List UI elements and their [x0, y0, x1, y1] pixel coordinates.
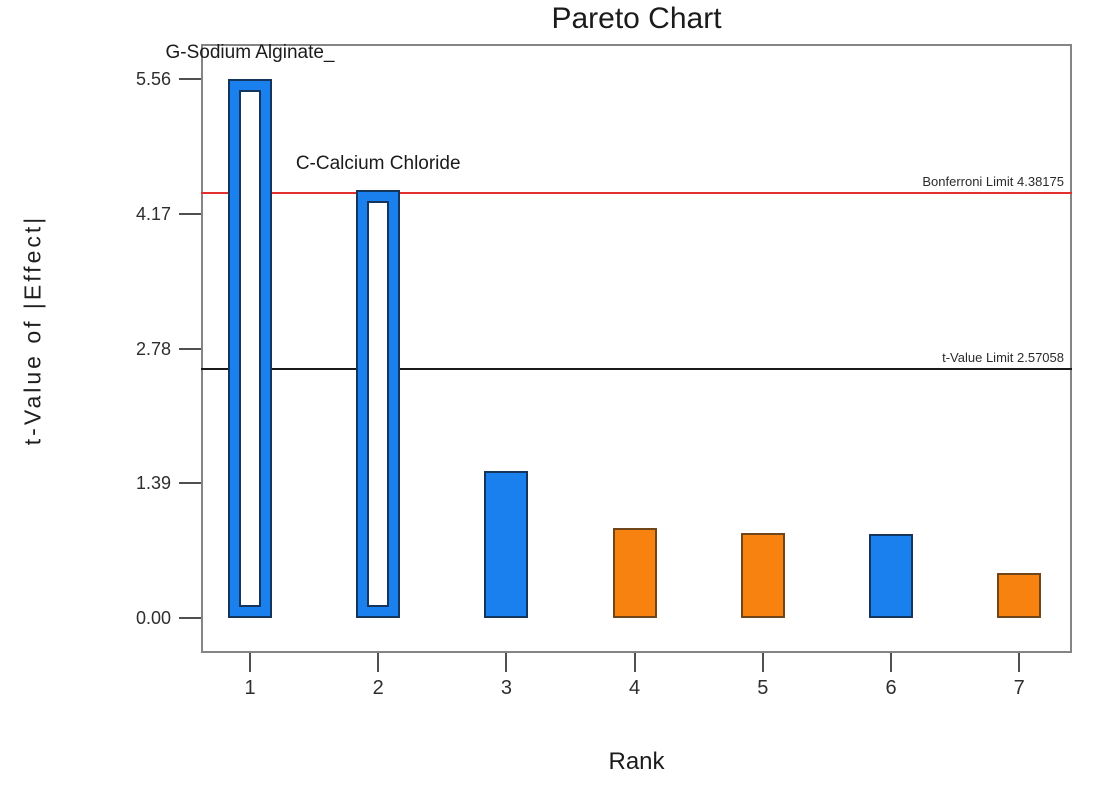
y-axis-tick: [179, 212, 201, 215]
y-axis-tick: [179, 78, 201, 80]
t-value-limit-line: [201, 367, 1072, 370]
x-axis-tick: [377, 653, 380, 672]
y-axis-tick-label: 5.56: [135, 69, 171, 89]
bar-label-g-sodium-alginate: G-Sodium Alginate_: [165, 42, 335, 63]
pareto-bar-rank-1: [228, 79, 272, 618]
x-axis-tick-label: 7: [1013, 677, 1025, 699]
bonferroni-limit-label: Bonferroni Limit 4.38175: [922, 174, 1064, 190]
x-axis-tick-label: 6: [885, 677, 897, 699]
x-axis-tick: [1018, 653, 1021, 672]
plot-frame: [201, 44, 1072, 653]
hollow-bar-interior: [367, 200, 390, 607]
x-axis-tick: [249, 653, 251, 672]
x-axis-tick: [505, 653, 508, 672]
bonferroni-limit-line: [201, 192, 1072, 195]
chart-title: Pareto Chart: [551, 2, 722, 35]
hollow-bar-interior: [239, 90, 261, 607]
x-axis-title: Rank: [608, 748, 665, 775]
y-axis-tick: [179, 617, 201, 619]
t-value-limit-label: t-Value Limit 2.57058: [942, 349, 1064, 365]
x-axis-tick-label: 4: [629, 677, 641, 699]
bar-label-c-calcium-chloride: C-Calcium Chloride: [295, 152, 461, 174]
y-axis-tick-label: 4.17: [135, 203, 171, 224]
x-axis-tick-label: 5: [757, 677, 769, 699]
pareto-bar-rank-3: [484, 470, 529, 618]
y-axis-tick-label: 2.78: [135, 338, 171, 359]
y-axis-tick: [179, 347, 201, 350]
y-axis-tick-label: 1.39: [135, 473, 171, 494]
pareto-bar-rank-6: [869, 533, 913, 618]
x-axis-tick-label: 1: [244, 677, 256, 699]
pareto-bar-rank-4: [612, 527, 657, 618]
x-axis-tick: [633, 653, 636, 672]
y-axis-tick-label: 0.00: [135, 608, 171, 628]
x-axis-tick-label: 2: [372, 677, 384, 699]
x-axis-tick: [761, 653, 764, 672]
pareto-bar-rank-7: [997, 573, 1042, 618]
pareto-bar-rank-5: [740, 532, 785, 618]
pareto-bar-rank-2: [356, 189, 401, 618]
y-axis-tick: [179, 482, 201, 485]
x-axis-tick-label: 3: [500, 677, 512, 699]
x-axis-tick: [890, 653, 892, 672]
